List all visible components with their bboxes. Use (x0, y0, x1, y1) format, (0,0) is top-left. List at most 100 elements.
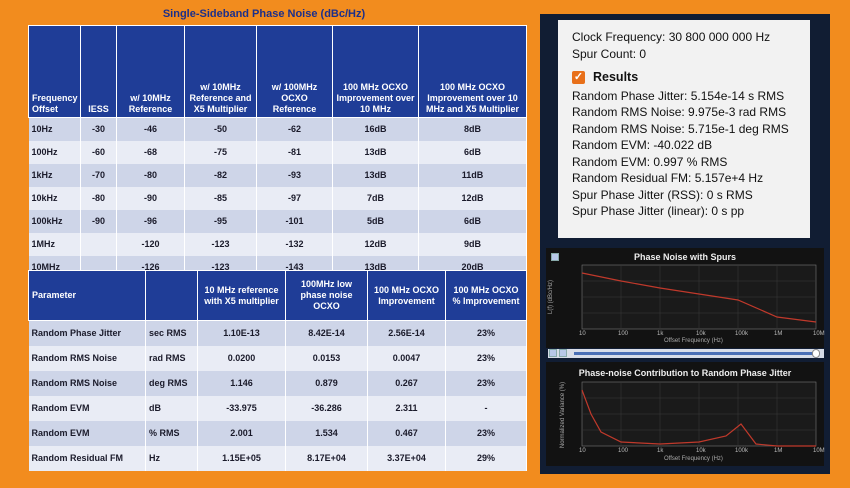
table-cell: 1.10E-13 (197, 320, 286, 346)
table-cell: 5dB (332, 209, 419, 233)
x-tick-label: 10M (813, 331, 825, 337)
x-tick-label: 100 (618, 331, 629, 337)
header-10mhz-x5: w/ 10MHz Reference and X5 Multiplier (184, 25, 257, 118)
spur-count: Spur Count: 0 (572, 46, 647, 61)
table-cell: 1kHz (28, 163, 81, 187)
table-row: Random EVM% RMS 2.001 1.534 0.467 23% (28, 420, 527, 446)
phase-noise-table: Frequency Offset IESS w/ 10MHz Reference… (28, 25, 527, 279)
header-improvement-10mhz: 100 MHz OCXO Improvement over 10 MHz (332, 25, 419, 118)
table-cell: 0.467 (367, 420, 446, 446)
results-checkbox[interactable]: ✓ (572, 70, 585, 84)
chart1-title: Phase Noise with Spurs (633, 252, 737, 262)
table-cell: 1.534 (285, 420, 368, 446)
x-tick-label: 10 (579, 331, 586, 337)
table-cell: 100kHz (28, 209, 81, 233)
scroll-right-button[interactable] (559, 349, 567, 357)
table-cell: 1MHz (28, 232, 81, 256)
header-100mhz-ocxo: w/ 100MHz OCXO Reference (256, 25, 333, 118)
table-cell: -85 (184, 186, 257, 210)
table-cell: 1.15E+05 (197, 445, 286, 471)
table-cell: 2.311 (367, 395, 446, 421)
table-cell: 2.56E-14 (367, 320, 446, 346)
header-ocxo-percent-improvement: 100 MHz OCXO % Improvement (445, 270, 527, 321)
table-cell: -36.286 (285, 395, 368, 421)
table-cell: 16dB (332, 117, 419, 141)
table-cell: -81 (256, 140, 333, 164)
x-tick-label: 10k (696, 448, 706, 454)
table-cell: -120 (116, 232, 185, 256)
table-cell: 1.146 (197, 370, 286, 396)
table-row: Random Phase Jitter sec RMS 1.10E-13 8.42E-… (28, 320, 527, 346)
table-cell: Hz (145, 445, 198, 471)
table-cell: -90 (116, 186, 185, 210)
table-cell: 3.37E+04 (367, 445, 446, 471)
table-cell: 8dB (418, 117, 527, 141)
table-cell: 23% (445, 345, 527, 371)
table-cell: -75 (184, 140, 257, 164)
table-row: 100kHz -90 -96 -95 -101 5dB 6dB (28, 209, 527, 233)
table-cell: -30 (80, 117, 117, 141)
table-cell: 8.42E-14 (285, 320, 368, 346)
table-cell: -33.975 (197, 395, 286, 421)
chart2-series-line (581, 389, 816, 447)
x-tick-label: 100k (735, 331, 749, 337)
x-tick-label: 10M (813, 448, 825, 454)
table-cell: -80 (80, 186, 117, 210)
x-tick-label: 1k (657, 448, 664, 454)
table-cell: rad RMS (145, 345, 198, 371)
scroll-track[interactable] (574, 352, 818, 355)
scroll-handle[interactable] (812, 349, 820, 358)
table-cell: 10kHz (28, 186, 81, 210)
results-label: Results (593, 70, 639, 84)
table-cell: Random RMS Noise (28, 345, 146, 371)
results-panel: Clock Frequency: 30 800 000 000 Hz Spur … (558, 20, 810, 238)
chart1-series-line (581, 272, 817, 323)
chart2-ylabel: Normalized Variance (%) (560, 381, 567, 449)
table-cell: -97 (256, 186, 333, 210)
table-row: Random RMS Noise rad RMS 0.0200 0.0153 0.004… (28, 345, 527, 371)
table-cell: 0.879 (285, 370, 368, 396)
jitter-contribution-chart: Phase-noise Contribution to Random Phase… (546, 362, 825, 466)
table-cell: -90 (80, 209, 117, 233)
table-cell: 12dB (418, 186, 527, 210)
table-cell: 0.267 (367, 370, 446, 396)
header-unit (145, 270, 198, 321)
table-cell: - (445, 395, 527, 421)
table-cell: 13dB (332, 140, 419, 164)
table-cell: 6dB (418, 140, 527, 164)
table-row: Random RMS Noise deg RMS 1.146 0.879 0.267 23… (28, 370, 527, 396)
header-iess: IESS (80, 25, 117, 118)
result-line: Random Residual FM: 5.157e+4 Hz (572, 171, 764, 185)
header-ocxo-improvement: 100 MHz OCXO Improvement (367, 270, 446, 321)
table-cell: 2.001 (197, 420, 286, 446)
table-cell: 23% (445, 320, 527, 346)
x-tick-label: 1M (774, 448, 783, 454)
header-parameter: Parameter (28, 270, 146, 321)
table-cell: Random Residual FM (28, 445, 146, 471)
table-row: 100Hz -60 -68 -75 -81 13dB 6dB (28, 140, 527, 164)
chart1-menu-button[interactable] (551, 253, 559, 261)
chart2-xlabel: Offset Frequency (Hz) (664, 456, 723, 462)
result-line: Random RMS Noise: 5.715e-1 deg RMS (572, 121, 789, 136)
table-cell: -95 (184, 209, 257, 233)
table-cell: 23% (445, 370, 527, 396)
table-cell (80, 232, 117, 256)
table-cell: Random RMS Noise (28, 370, 146, 396)
table-cell: -101 (256, 209, 333, 233)
scroll-left-button[interactable] (549, 349, 557, 357)
x-tick-label: 1M (774, 331, 783, 337)
table-cell: -60 (80, 140, 117, 164)
table-row: 1MHz -120 -123 -132 12dB 9dB (28, 232, 527, 256)
table-cell: 29% (445, 445, 527, 471)
x-tick-label: 10k (696, 331, 706, 337)
table-cell: -62 (256, 117, 333, 141)
chart-scrollbar[interactable] (548, 349, 824, 358)
result-line: Random EVM: 0.997 % RMS (572, 154, 728, 169)
table-cell: 8.17E+04 (285, 445, 368, 471)
x-tick-label: 100k (735, 448, 749, 454)
table-cell: 12dB (332, 232, 419, 256)
table-cell: 9dB (418, 232, 527, 256)
table-cell: -93 (256, 163, 333, 187)
chart1-plot (581, 264, 817, 330)
phase-noise-table-title: Single-Sideband Phase Noise (dBc/Hz) (162, 8, 366, 20)
